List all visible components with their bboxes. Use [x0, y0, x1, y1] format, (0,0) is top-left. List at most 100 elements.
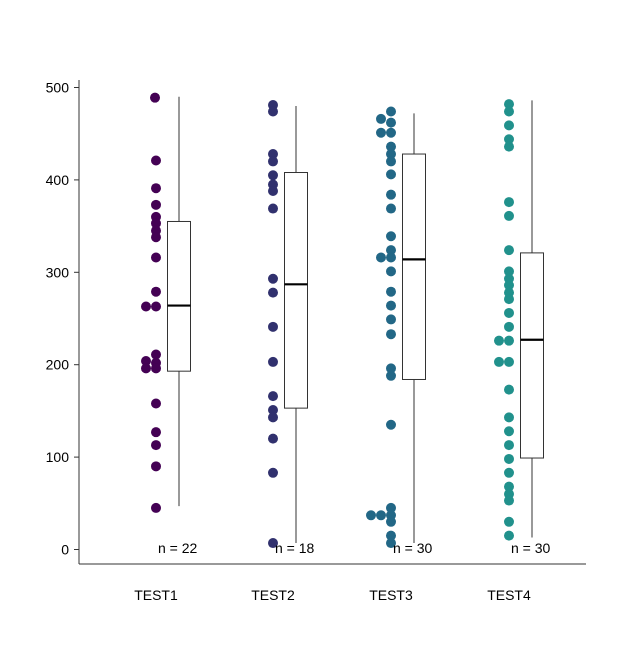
data-point — [268, 433, 278, 444]
data-point — [504, 294, 514, 305]
data-point — [151, 252, 161, 263]
data-point — [504, 141, 514, 152]
group-test1: n = 22 — [141, 92, 198, 556]
x-tick-label: TEST4 — [487, 587, 531, 603]
y-tick-label: 0 — [61, 542, 69, 558]
data-point — [386, 169, 396, 180]
plot-area: n = 22 n = 18 n = 30 n = 30 — [141, 92, 551, 556]
data-point — [268, 273, 278, 284]
data-point — [376, 252, 386, 263]
data-point — [386, 106, 396, 117]
data-point — [386, 156, 396, 167]
data-point — [386, 141, 396, 152]
data-point — [151, 398, 161, 409]
box-iqr — [402, 153, 426, 380]
data-point — [504, 266, 514, 277]
data-point — [504, 440, 514, 451]
data-point — [376, 113, 386, 124]
n-label: n = 18 — [275, 540, 315, 556]
y-axis: 0 100 200 300 400 500 — [46, 80, 80, 564]
data-point — [504, 335, 514, 346]
data-point — [151, 427, 161, 438]
data-point — [494, 356, 504, 367]
data-point — [366, 510, 376, 521]
data-point — [504, 453, 514, 464]
data-point — [268, 538, 278, 549]
group-test4: n = 30 — [494, 99, 551, 556]
data-point — [386, 127, 396, 138]
data-point — [386, 252, 396, 263]
y-tick-label: 300 — [46, 264, 70, 280]
data-point — [386, 370, 396, 381]
data-point — [386, 149, 396, 160]
data-point — [504, 134, 514, 145]
y-tick-label: 200 — [46, 357, 70, 373]
data-point — [386, 300, 396, 311]
data-point — [376, 510, 386, 521]
y-tick-label: 500 — [46, 80, 70, 96]
data-point — [386, 189, 396, 200]
group-test3: n = 30 — [366, 106, 433, 556]
n-label: n = 30 — [511, 540, 551, 556]
x-tick-label: TEST2 — [251, 587, 295, 603]
data-point — [504, 99, 514, 110]
data-point — [151, 232, 161, 243]
y-tick-label: 400 — [46, 172, 70, 188]
data-point — [268, 321, 278, 332]
data-point — [268, 106, 278, 117]
data-point — [504, 307, 514, 318]
data-point — [504, 245, 514, 256]
data-point — [386, 363, 396, 374]
data-point — [151, 461, 161, 472]
data-point — [504, 481, 514, 492]
data-point — [386, 329, 396, 340]
data-point — [504, 426, 514, 437]
data-point — [141, 301, 151, 312]
data-point — [504, 467, 514, 478]
data-point — [268, 287, 278, 298]
data-point — [386, 530, 396, 541]
group-test2: n = 18 — [268, 100, 315, 556]
data-point — [386, 286, 396, 297]
data-point — [151, 155, 161, 166]
data-point — [386, 245, 396, 256]
data-point — [151, 502, 161, 513]
data-point — [386, 266, 396, 277]
box-iqr — [520, 252, 544, 459]
x-tick-label: TEST3 — [369, 587, 413, 603]
data-point — [151, 199, 161, 210]
data-point — [268, 404, 278, 415]
data-point — [376, 127, 386, 138]
data-point — [504, 516, 514, 527]
data-point — [386, 117, 396, 128]
data-point — [504, 384, 514, 395]
data-point — [386, 203, 396, 214]
data-point — [504, 356, 514, 367]
data-point — [504, 530, 514, 541]
data-point — [268, 170, 278, 181]
data-point — [268, 203, 278, 214]
data-point — [268, 391, 278, 402]
data-point — [386, 502, 396, 513]
data-point — [141, 363, 151, 374]
data-point — [268, 149, 278, 160]
x-axis: TEST1 TEST2 TEST3 TEST4 — [79, 563, 586, 603]
data-point — [504, 210, 514, 221]
data-point — [504, 280, 514, 291]
data-point — [504, 321, 514, 332]
data-point — [386, 419, 396, 430]
data-point — [151, 218, 161, 229]
box-iqr — [284, 172, 308, 409]
data-point — [494, 335, 504, 346]
data-point — [268, 185, 278, 196]
data-point — [386, 516, 396, 527]
data-point — [268, 356, 278, 367]
data-point — [150, 92, 160, 103]
data-point — [151, 183, 161, 194]
box-iqr — [167, 220, 191, 372]
data-point — [151, 440, 161, 451]
data-point — [151, 363, 161, 374]
data-point — [268, 156, 278, 167]
data-point — [151, 301, 161, 312]
